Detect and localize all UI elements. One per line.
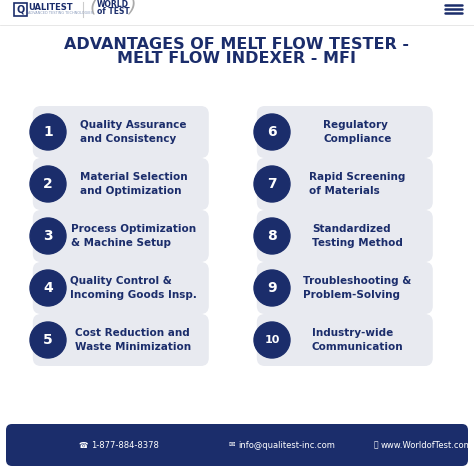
FancyBboxPatch shape bbox=[33, 158, 209, 210]
Circle shape bbox=[30, 166, 66, 202]
Text: MELT FLOW INDEXER - MFI: MELT FLOW INDEXER - MFI bbox=[118, 51, 356, 66]
Text: 7: 7 bbox=[267, 177, 277, 191]
Text: Quality Control &
Incoming Goods Insp.: Quality Control & Incoming Goods Insp. bbox=[70, 276, 197, 300]
Circle shape bbox=[254, 322, 290, 358]
Text: 1: 1 bbox=[43, 125, 53, 139]
FancyBboxPatch shape bbox=[33, 262, 209, 314]
Circle shape bbox=[254, 114, 290, 150]
Circle shape bbox=[254, 218, 290, 254]
Circle shape bbox=[30, 114, 66, 150]
Text: info@qualitest-inc.com: info@qualitest-inc.com bbox=[238, 440, 335, 449]
Text: 3: 3 bbox=[43, 229, 53, 243]
FancyBboxPatch shape bbox=[257, 210, 433, 262]
Text: Industry-wide
Communication: Industry-wide Communication bbox=[311, 328, 403, 352]
Text: Q: Q bbox=[17, 4, 25, 15]
Text: UALITEST: UALITEST bbox=[28, 2, 73, 11]
Text: Regulatory
Compliance: Regulatory Compliance bbox=[323, 120, 392, 144]
Text: Troubleshooting &
Problem-Solving: Troubleshooting & Problem-Solving bbox=[303, 276, 411, 300]
Circle shape bbox=[254, 166, 290, 202]
FancyBboxPatch shape bbox=[33, 210, 209, 262]
Text: 4: 4 bbox=[43, 281, 53, 295]
Text: ADVANCED TESTING TECHNOLOGIES: ADVANCED TESTING TECHNOLOGIES bbox=[28, 11, 93, 15]
FancyBboxPatch shape bbox=[257, 158, 433, 210]
Circle shape bbox=[30, 322, 66, 358]
Text: 10: 10 bbox=[264, 335, 280, 345]
Text: www.WorldofTest.com: www.WorldofTest.com bbox=[381, 440, 473, 449]
Text: ✉: ✉ bbox=[228, 440, 235, 449]
FancyBboxPatch shape bbox=[33, 106, 209, 158]
Circle shape bbox=[30, 270, 66, 306]
Text: ⓘ: ⓘ bbox=[374, 440, 378, 449]
FancyBboxPatch shape bbox=[33, 314, 209, 366]
Text: ADVANTAGES OF MELT FLOW TESTER -: ADVANTAGES OF MELT FLOW TESTER - bbox=[64, 37, 410, 52]
FancyBboxPatch shape bbox=[257, 262, 433, 314]
FancyBboxPatch shape bbox=[257, 314, 433, 366]
Text: 9: 9 bbox=[267, 281, 277, 295]
FancyBboxPatch shape bbox=[6, 424, 468, 466]
Text: 6: 6 bbox=[267, 125, 277, 139]
FancyBboxPatch shape bbox=[14, 3, 27, 16]
Text: of TEST: of TEST bbox=[97, 7, 130, 16]
Circle shape bbox=[254, 270, 290, 306]
Text: Quality Assurance
and Consistency: Quality Assurance and Consistency bbox=[80, 120, 187, 144]
FancyBboxPatch shape bbox=[257, 106, 433, 158]
Text: Rapid Screening
of Materials: Rapid Screening of Materials bbox=[309, 172, 406, 196]
Text: 2: 2 bbox=[43, 177, 53, 191]
Text: ™: ™ bbox=[134, 0, 139, 3]
Text: Standardized
Testing Method: Standardized Testing Method bbox=[312, 224, 403, 248]
Text: (: ( bbox=[90, 0, 98, 16]
Circle shape bbox=[30, 218, 66, 254]
Text: Cost Reduction and
Waste Minimization: Cost Reduction and Waste Minimization bbox=[75, 328, 191, 352]
Text: Material Selection
and Optimization: Material Selection and Optimization bbox=[80, 172, 187, 196]
Text: Process Optimization
& Machine Setup: Process Optimization & Machine Setup bbox=[71, 224, 196, 248]
Text: 5: 5 bbox=[43, 333, 53, 347]
Text: 8: 8 bbox=[267, 229, 277, 243]
Text: ☎: ☎ bbox=[79, 440, 88, 449]
Text: 1-877-884-8378: 1-877-884-8378 bbox=[91, 440, 159, 449]
Text: WORLD: WORLD bbox=[97, 0, 129, 9]
Text: ): ) bbox=[128, 0, 136, 16]
